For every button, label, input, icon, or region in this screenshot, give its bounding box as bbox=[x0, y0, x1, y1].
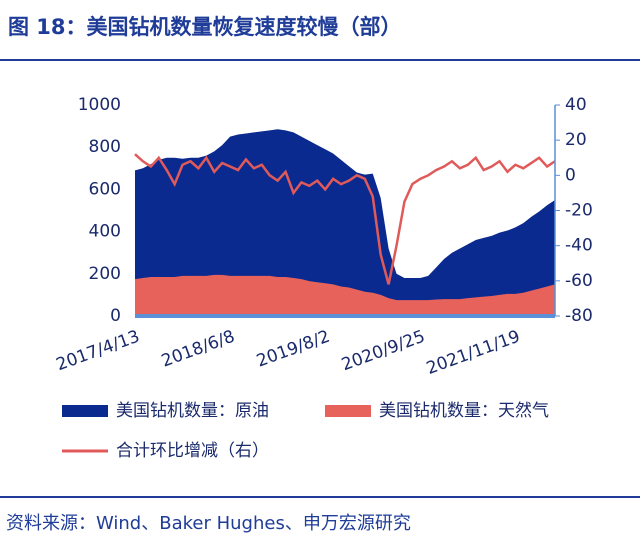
x-tick-label: 2020/9/25 bbox=[339, 327, 428, 376]
y2-tick-label: 20 bbox=[565, 130, 587, 150]
area bbox=[135, 274, 555, 316]
y-tick-label: 400 bbox=[89, 222, 121, 242]
y-tick-label: 1000 bbox=[78, 95, 121, 115]
legend-label: 美国钻机数量：原油 bbox=[116, 401, 269, 421]
line bbox=[134, 153, 556, 285]
x-tick-label: 2017/4/13 bbox=[54, 327, 143, 376]
y2-tick-label: -20 bbox=[565, 201, 593, 221]
legend-swatch bbox=[62, 405, 108, 417]
y2-tick-label: -80 bbox=[565, 306, 593, 326]
legend-label: 合计环比增减（右） bbox=[116, 441, 269, 461]
legend-swatch bbox=[325, 405, 371, 417]
x-tick-label: 2018/6/8 bbox=[159, 327, 238, 372]
x-tick-label: 2021/11/19 bbox=[424, 327, 523, 379]
y2-tick-label: -40 bbox=[565, 236, 593, 256]
x-tick-label: 2019/8/2 bbox=[254, 327, 333, 372]
y-tick-label: 800 bbox=[89, 137, 121, 157]
source-note: 资料来源：Wind、Baker Hughes、申万宏源研究 bbox=[6, 513, 411, 534]
y2-tick-label: 0 bbox=[565, 165, 576, 185]
y2-tick-label: -60 bbox=[565, 271, 593, 291]
y2-tick-label: 40 bbox=[565, 95, 587, 115]
chart-title: 图 18：美国钻机数量恢复速度较慢（部） bbox=[8, 15, 402, 39]
area bbox=[135, 129, 555, 316]
y-tick-label: 600 bbox=[89, 179, 121, 199]
y-tick-label: 0 bbox=[110, 306, 121, 326]
y-tick-label: 200 bbox=[89, 264, 121, 284]
legend-label: 美国钻机数量：天然气 bbox=[379, 401, 549, 421]
